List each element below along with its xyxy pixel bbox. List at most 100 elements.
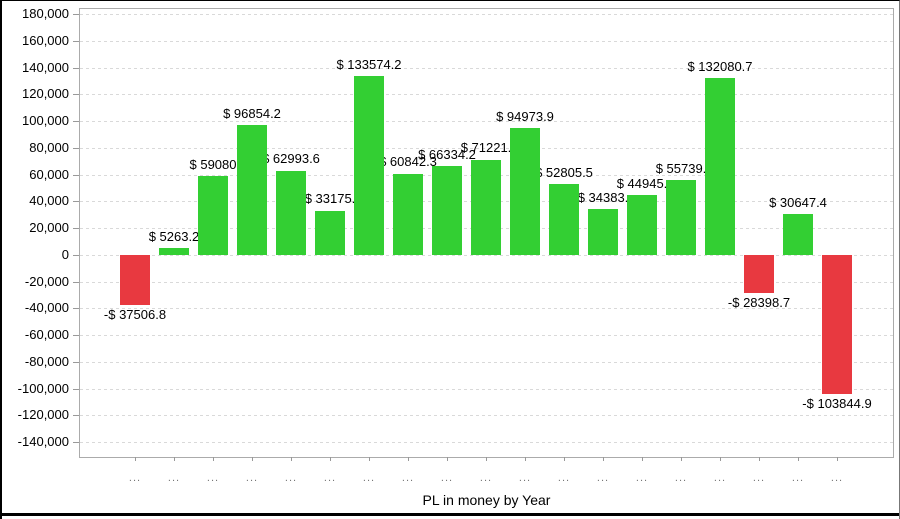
x-axis-tick [135, 457, 136, 461]
bar[interactable] [354, 76, 384, 255]
y-axis-tick [73, 282, 79, 283]
y-axis-label: -20,000 [24, 274, 69, 289]
bar-value-label: $ 71221. [460, 140, 512, 155]
x-category-label: ... [323, 472, 337, 484]
grid-line [80, 308, 893, 309]
grid-line [80, 282, 893, 283]
x-category-label: ... [518, 472, 532, 484]
bar-value-label: $ 34383. [577, 190, 629, 205]
grid-line [80, 255, 893, 256]
y-axis-tick [73, 68, 79, 69]
y-axis-label: -120,000 [17, 407, 69, 422]
x-category-label: ... [401, 472, 415, 484]
y-axis-tick [73, 228, 79, 229]
grid-line [80, 68, 893, 69]
bar[interactable] [393, 174, 423, 255]
x-axis-tick [486, 457, 487, 461]
bar[interactable] [822, 255, 852, 394]
y-axis-tick [73, 41, 79, 42]
y-axis-tick [73, 14, 79, 15]
bar-value-label: $ 132080.7 [687, 59, 753, 74]
x-axis-tick [720, 457, 721, 461]
bar[interactable] [666, 180, 696, 255]
window-bottom-border [2, 513, 899, 516]
y-axis-tick [73, 442, 79, 443]
x-category-label: ... [245, 472, 259, 484]
bar[interactable] [549, 184, 579, 255]
bar[interactable] [198, 176, 228, 255]
bar-value-label: $ 55739. [655, 161, 707, 176]
x-axis-tick [174, 457, 175, 461]
bar[interactable] [159, 248, 189, 255]
grid-line [80, 362, 893, 363]
bar[interactable] [705, 78, 735, 255]
x-axis-tick [525, 457, 526, 461]
y-axis-tick [73, 255, 79, 256]
bar-value-label: $ 59080 [189, 157, 237, 172]
y-axis-tick [73, 175, 79, 176]
x-category-label: ... [167, 472, 181, 484]
bar-value-label: $ 5263.2 [148, 229, 200, 244]
y-axis-label: 160,000 [22, 33, 69, 48]
y-axis-tick [73, 389, 79, 390]
bar[interactable] [627, 195, 657, 255]
bar-value-label: $ 66334.2 [418, 147, 476, 162]
bar[interactable] [471, 160, 501, 255]
grid-line [80, 94, 893, 95]
y-axis-label: 80,000 [29, 140, 69, 155]
bar[interactable] [432, 166, 462, 255]
y-axis-label: 180,000 [22, 6, 69, 21]
bar-value-label: $ 60842.3 [379, 154, 437, 169]
bar-value-label: $ 33175. [304, 191, 356, 206]
bar[interactable] [276, 171, 306, 255]
x-category-label: ... [752, 472, 766, 484]
bar-value-label: $ 94973.9 [496, 109, 554, 124]
y-axis-label: 140,000 [22, 60, 69, 75]
bar-value-label: $ 44945. [616, 176, 668, 191]
bar-value-label: $ 96854.2 [223, 106, 281, 121]
y-axis-label: 20,000 [29, 220, 69, 235]
y-axis-label: -40,000 [24, 300, 69, 315]
x-category-label: ... [440, 472, 454, 484]
x-category-label: ... [596, 472, 610, 484]
x-category-label: ... [128, 472, 142, 484]
x-category-label: ... [830, 472, 844, 484]
bar[interactable] [120, 255, 150, 305]
grid-line [80, 415, 893, 416]
x-axis-tick [408, 457, 409, 461]
bar[interactable] [783, 214, 813, 255]
y-axis-tick [73, 94, 79, 95]
bar[interactable] [510, 128, 540, 255]
x-axis-tick [330, 457, 331, 461]
bar[interactable] [237, 125, 267, 255]
x-category-label: ... [479, 472, 493, 484]
x-axis-tick [564, 457, 565, 461]
y-axis-tick [73, 148, 79, 149]
y-axis-tick [73, 308, 79, 309]
x-category-label: ... [284, 472, 298, 484]
x-category-label: ... [674, 472, 688, 484]
x-axis-tick [603, 457, 604, 461]
y-axis-label: -60,000 [24, 327, 69, 342]
bar-value-label: $ 133574.2 [336, 57, 402, 72]
bar-value-label: -$ 103844.9 [802, 396, 872, 411]
bar-value-label: $ 52805.5 [535, 165, 593, 180]
x-category-label: ... [362, 472, 376, 484]
bar[interactable] [744, 255, 774, 293]
x-axis-tick [798, 457, 799, 461]
y-axis-tick [73, 335, 79, 336]
x-axis-title: PL in money by Year [422, 492, 551, 508]
bar-value-label: -$ 37506.8 [103, 307, 167, 322]
y-axis-label: 0 [61, 247, 69, 262]
x-category-label: ... [206, 472, 220, 484]
x-axis-tick [291, 457, 292, 461]
x-axis-tick [837, 457, 838, 461]
grid-line [80, 335, 893, 336]
bar[interactable] [588, 209, 618, 255]
bar[interactable] [315, 211, 345, 255]
y-axis-label: 60,000 [29, 167, 69, 182]
x-category-label: ... [713, 472, 727, 484]
grid-line [80, 14, 893, 15]
bar-value-label: $ 62993.6 [262, 151, 320, 166]
